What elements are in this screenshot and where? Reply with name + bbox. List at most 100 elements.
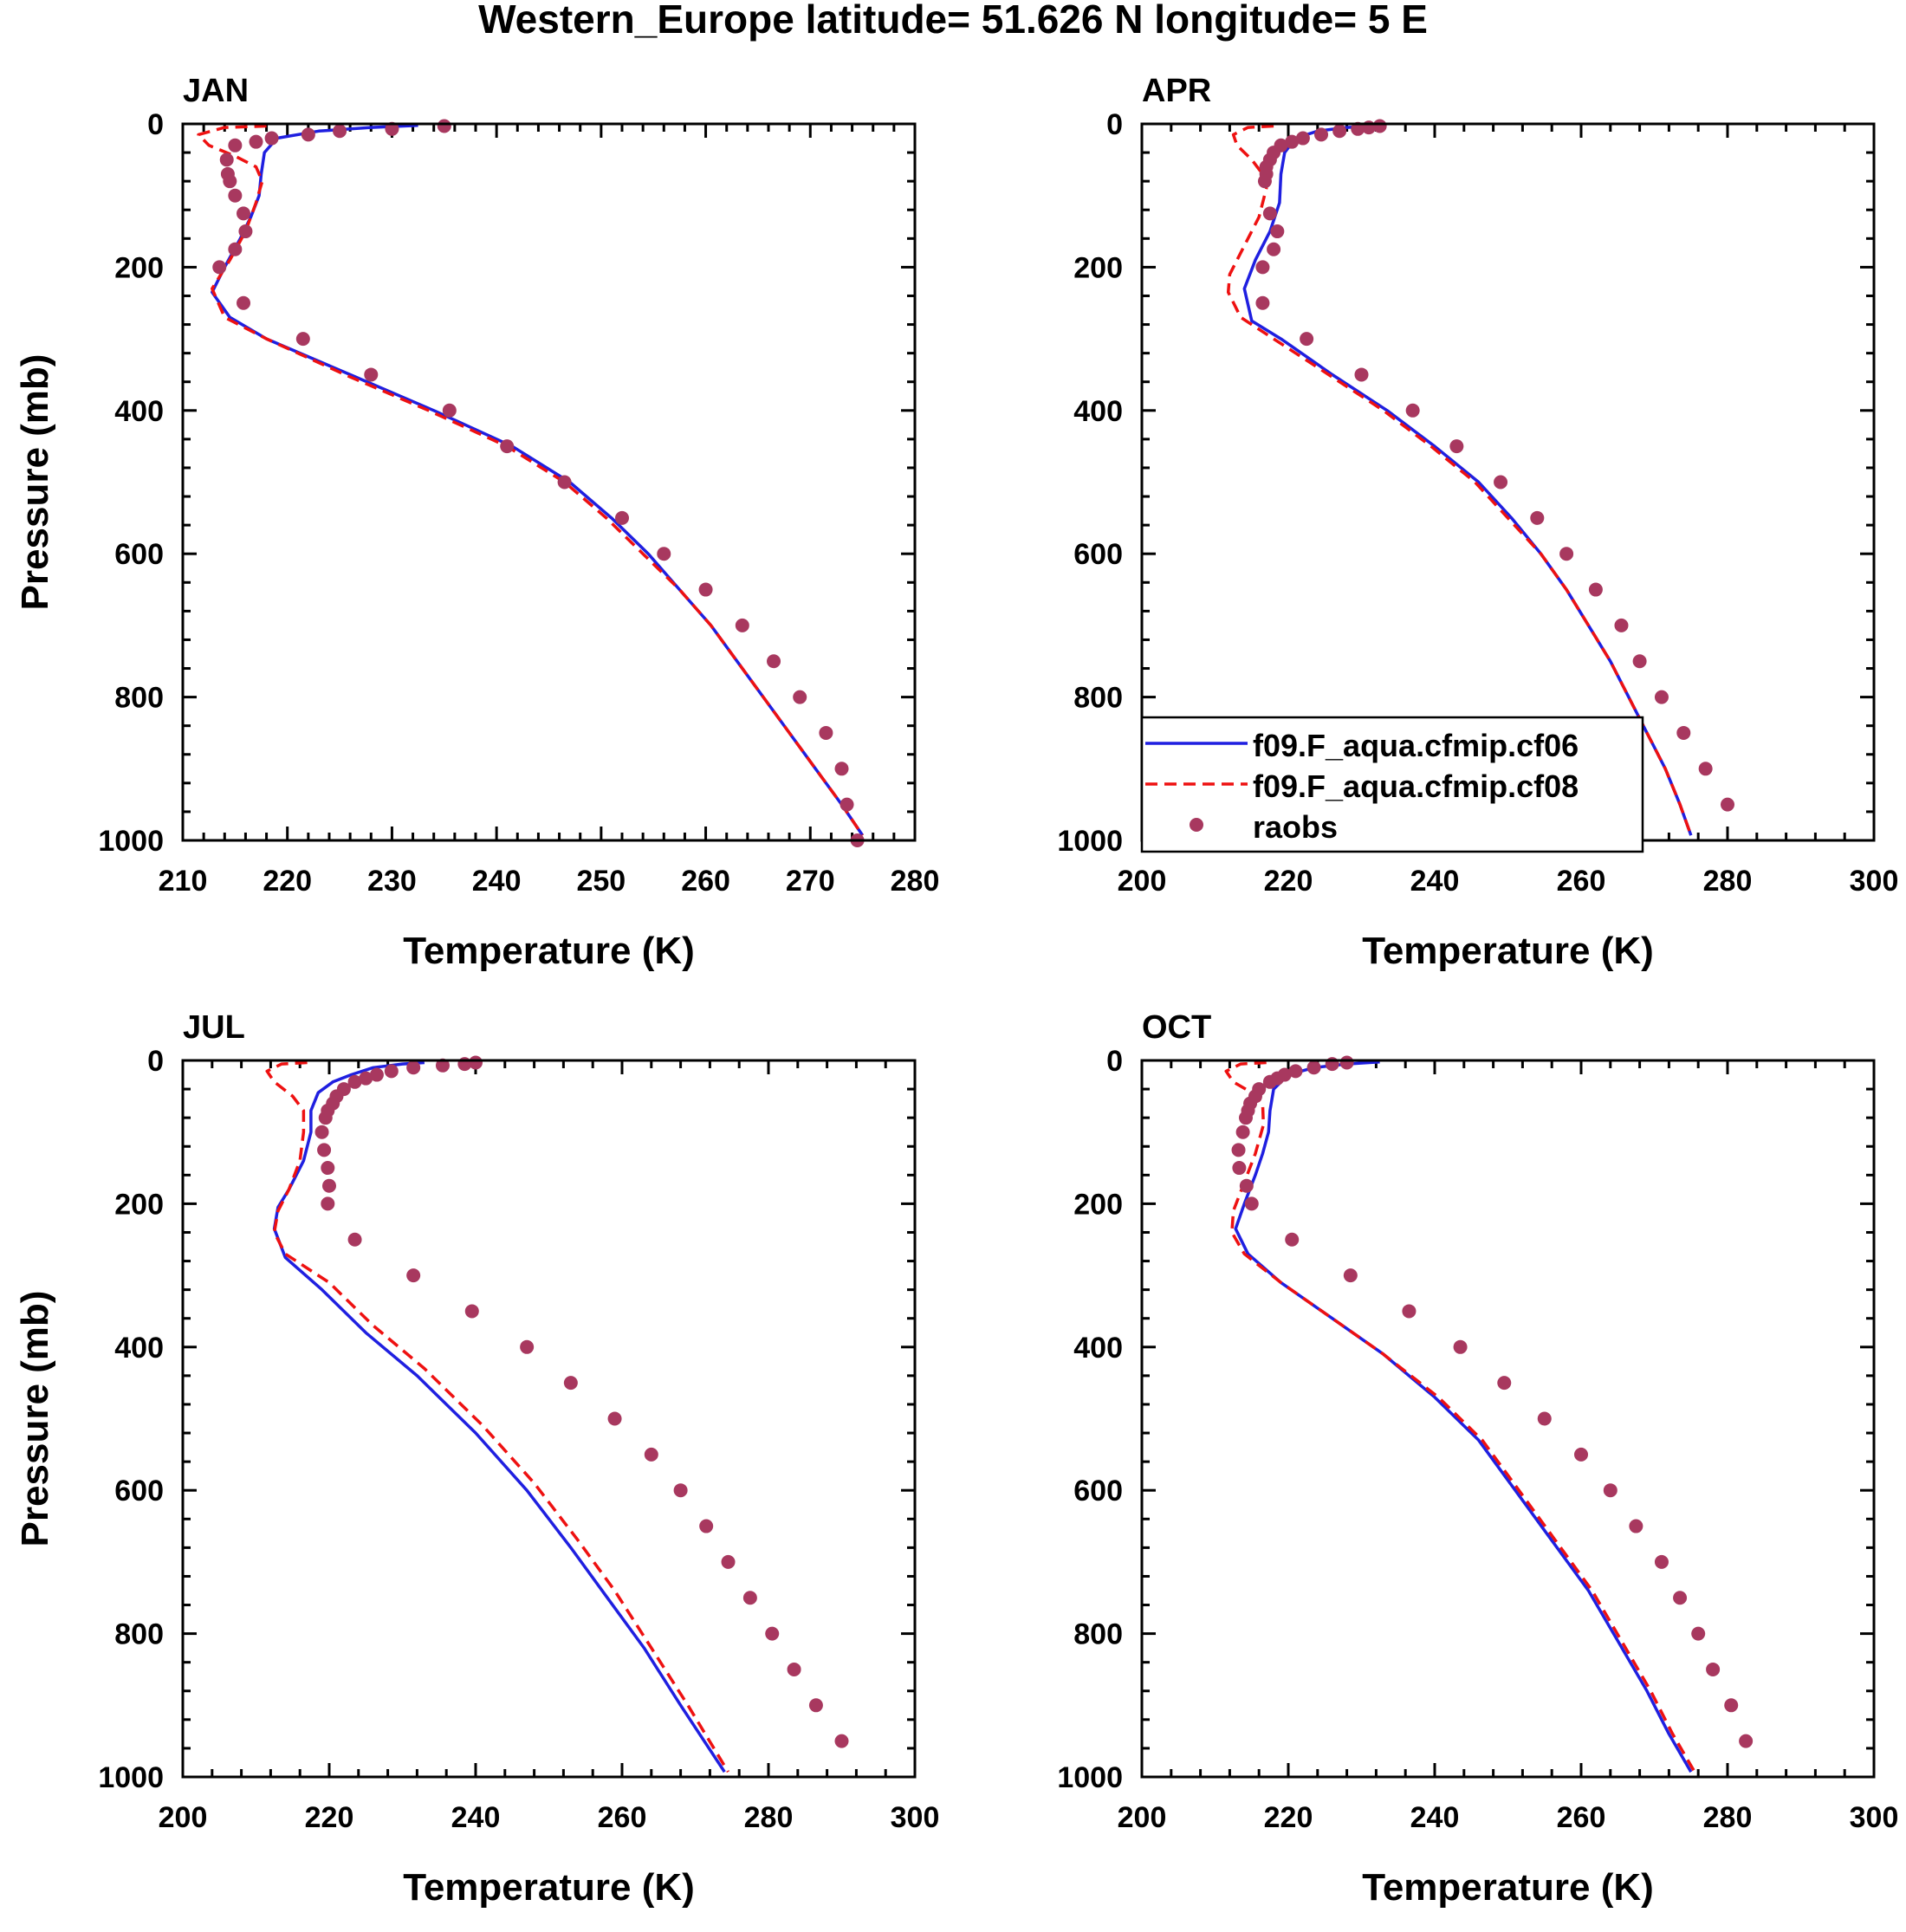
- raobs-point: [1632, 654, 1647, 669]
- raobs-point: [237, 295, 251, 310]
- raobs-point: [1449, 439, 1464, 454]
- legend-label: f09.F_aqua.cfmip.cf06: [1253, 728, 1579, 763]
- x-tick-label: 240: [451, 1801, 501, 1834]
- raobs-point: [249, 134, 263, 149]
- y-tick-label: 600: [114, 538, 164, 571]
- raobs-point: [1497, 1376, 1512, 1391]
- y-tick-label: 600: [1073, 538, 1123, 571]
- raobs-point: [1267, 242, 1281, 256]
- legend: f09.F_aqua.cfmip.cf06 f09.F_aqua.cfmip.cf…: [1140, 716, 1644, 853]
- x-axis-label: Temperature (K): [1362, 930, 1654, 972]
- x-tick-label: 300: [1850, 865, 1899, 898]
- raobs-point: [1574, 1447, 1588, 1462]
- x-tick-label: 260: [598, 1801, 647, 1834]
- panel-title: APR: [1142, 73, 1211, 109]
- plot-frame: [1140, 1059, 1876, 1779]
- raobs-point: [347, 1232, 362, 1247]
- raobs-point: [1300, 332, 1314, 347]
- raobs-point: [1351, 121, 1365, 136]
- x-tick-label: 260: [1557, 1801, 1606, 1834]
- legend-raobs-swatch: [1190, 818, 1203, 832]
- raobs-point: [563, 1376, 578, 1391]
- raobs-point: [1537, 1411, 1552, 1426]
- x-tick-label: 280: [891, 865, 940, 898]
- y-tick-label: 800: [1073, 1618, 1123, 1651]
- raobs-point: [1262, 1074, 1277, 1089]
- raobs-point: [223, 174, 237, 189]
- raobs-point: [1673, 1591, 1688, 1605]
- y-tick-label: 1000: [1057, 825, 1123, 858]
- x-tick-label: 210: [159, 865, 208, 898]
- y-tick-label: 600: [114, 1475, 164, 1507]
- raobs-point: [1255, 260, 1270, 275]
- figure-title: Western_Europe latitude= 51.626 N longit…: [478, 0, 1428, 42]
- raobs-point: [1654, 690, 1669, 704]
- raobs-point: [1724, 1698, 1739, 1713]
- raobs-point: [657, 547, 671, 561]
- raobs-point: [1239, 1178, 1254, 1193]
- panel-apr: APR 200 220 240 260 280 300 0 200 400 600 800 1000 Te…: [1057, 73, 1898, 972]
- raobs-point: [347, 1074, 362, 1089]
- raobs-point: [364, 367, 379, 382]
- y-tick-label: 200: [1073, 1188, 1123, 1221]
- x-tick-label: 240: [1410, 1801, 1460, 1834]
- raobs-point: [742, 1591, 757, 1605]
- raobs-point: [1288, 1064, 1303, 1079]
- y-tick-label: 0: [1106, 108, 1123, 141]
- raobs-point: [1588, 582, 1603, 597]
- y-tick-label: 800: [114, 682, 164, 715]
- raobs-point: [228, 242, 243, 256]
- raobs-point: [1295, 131, 1310, 146]
- x-tick-label: 260: [1557, 865, 1606, 898]
- raobs-point: [1235, 1125, 1250, 1139]
- cf08-line: [265, 1060, 729, 1773]
- raobs-point: [767, 654, 781, 669]
- raobs-point: [1405, 403, 1420, 418]
- panel-title: OCT: [1142, 1009, 1211, 1046]
- raobs-point: [765, 1626, 780, 1641]
- tick-marks: [181, 122, 917, 842]
- raobs-point: [295, 332, 310, 347]
- x-tick-label: 240: [1410, 865, 1460, 898]
- panels: JAN 210 220 230 240 250 260 270 280 0 200 400 600 800…: [14, 73, 1898, 1909]
- raobs-point: [237, 206, 251, 221]
- x-tick-label: 270: [786, 865, 835, 898]
- y-axis-label: Pressure (mb): [14, 1291, 56, 1547]
- raobs-point: [437, 119, 451, 133]
- raobs-point: [1559, 547, 1574, 561]
- raobs-point: [607, 1411, 622, 1426]
- x-tick-label: 280: [1703, 865, 1753, 898]
- raobs-point: [1721, 797, 1734, 812]
- raobs-point: [1372, 119, 1387, 133]
- x-tick-label: 220: [263, 865, 312, 898]
- raobs-point: [699, 1519, 714, 1533]
- x-axis-label: Temperature (K): [403, 1866, 695, 1909]
- raobs-point: [520, 1339, 535, 1354]
- raobs-point: [1691, 1626, 1706, 1641]
- raobs-point: [735, 618, 749, 632]
- raobs-markers: [314, 1055, 849, 1748]
- x-tick-label: 220: [1264, 865, 1313, 898]
- raobs-point: [698, 582, 713, 597]
- cf08-line: [1226, 124, 1693, 836]
- x-tick-label: 280: [744, 1801, 794, 1834]
- y-tick-label: 400: [1073, 395, 1123, 428]
- cf06-line: [211, 123, 865, 837]
- raobs-point: [819, 725, 833, 740]
- y-tick-label: 1000: [98, 1761, 164, 1794]
- raobs-point: [406, 1268, 421, 1283]
- x-tick-label: 260: [681, 865, 730, 898]
- raobs-point: [317, 1143, 332, 1157]
- raobs-point: [442, 403, 457, 418]
- x-tick-label: 230: [367, 865, 417, 898]
- raobs-point: [1255, 295, 1270, 310]
- panel-jan: JAN 210 220 230 240 250 260 270 280 0 200 400 600 800…: [14, 73, 939, 972]
- raobs-point: [1354, 367, 1369, 382]
- raobs-point: [1232, 1161, 1247, 1176]
- y-tick-label: 800: [1073, 682, 1123, 715]
- raobs-point: [333, 124, 347, 139]
- raobs-point: [406, 1060, 421, 1075]
- y-tick-label: 200: [114, 1188, 164, 1221]
- raobs-point: [1343, 1268, 1358, 1283]
- legend-label: raobs: [1253, 809, 1338, 845]
